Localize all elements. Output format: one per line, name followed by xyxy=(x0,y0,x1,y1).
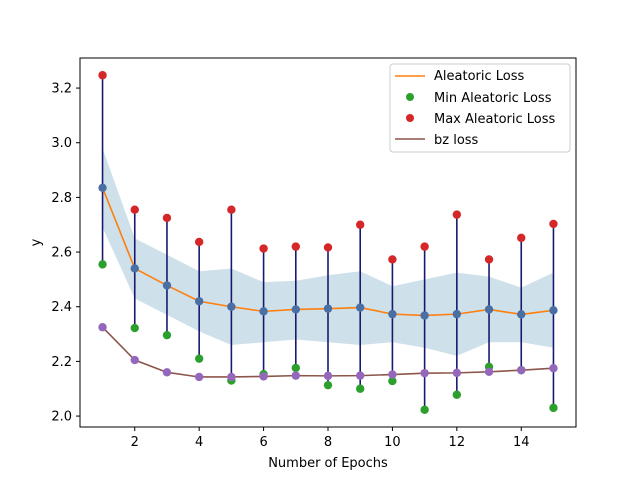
mean-aleatoric-point xyxy=(517,310,526,319)
y-tick-label: 2.0 xyxy=(51,410,72,425)
mean-aleatoric-point xyxy=(484,305,494,314)
legend: Aleatoric Loss Min Aleatoric Loss Max Al… xyxy=(389,63,571,153)
min-aleatoric-point xyxy=(194,354,204,363)
legend-box xyxy=(389,63,571,153)
max-aleatoric-point xyxy=(420,242,429,251)
y-tick-label: 3.2 xyxy=(51,82,72,97)
min-aleatoric-point xyxy=(291,363,300,373)
mean-aleatoric-point xyxy=(323,304,333,313)
x-tick-label: 12 xyxy=(449,435,466,450)
y-tick-label: 3.0 xyxy=(51,136,72,151)
bz-loss-point xyxy=(420,368,429,378)
max-aleatoric-point xyxy=(194,237,204,247)
x-tick-label: 14 xyxy=(513,435,530,450)
bz-loss-point xyxy=(452,368,462,378)
mean-aleatoric-point xyxy=(259,307,268,316)
legend-label-bz: bz loss xyxy=(434,133,479,148)
bz-loss-point xyxy=(162,368,172,377)
bz-loss-point xyxy=(194,372,204,382)
min-aleatoric-point xyxy=(452,390,462,399)
bz-loss-point xyxy=(130,355,139,365)
mean-aleatoric-point xyxy=(388,309,397,319)
legend-marker-max xyxy=(406,114,414,122)
x-tick-label: 6 xyxy=(259,435,267,450)
bz-loss-point xyxy=(517,365,526,375)
max-aleatoric-point xyxy=(130,205,139,214)
min-aleatoric-point xyxy=(162,330,172,340)
x-axis-label: Number of Epochs xyxy=(268,456,388,471)
bz-loss-point xyxy=(388,370,397,379)
y-axis-label: y xyxy=(29,238,44,246)
mean-aleatoric-point xyxy=(194,297,204,306)
mean-aleatoric-point xyxy=(549,306,558,315)
y-tick-label: 2.2 xyxy=(51,355,72,370)
bz-loss-point xyxy=(259,372,268,381)
max-aleatoric-point xyxy=(484,255,494,264)
x-tick-label: 8 xyxy=(324,435,332,450)
max-aleatoric-point xyxy=(323,243,333,252)
legend-label-aleatoric: Aleatoric Loss xyxy=(434,69,524,84)
mean-aleatoric-point xyxy=(291,305,300,314)
mean-aleatoric-point xyxy=(130,264,139,273)
bz-loss-point xyxy=(323,371,333,381)
bz-loss-point xyxy=(549,364,558,373)
mean-aleatoric-point xyxy=(356,303,365,312)
max-aleatoric-point xyxy=(517,233,526,243)
min-aleatoric-point xyxy=(549,403,558,413)
min-aleatoric-point xyxy=(388,376,397,386)
min-aleatoric-point xyxy=(420,405,429,414)
max-aleatoric-point xyxy=(227,205,236,214)
min-aleatoric-point xyxy=(130,323,139,333)
marker-layer xyxy=(98,71,558,414)
min-aleatoric-point xyxy=(356,384,365,393)
y-tick-label: 2.6 xyxy=(51,246,72,261)
mean-aleatoric-point xyxy=(98,183,107,193)
min-aleatoric-point xyxy=(98,260,107,269)
x-tick-label: 10 xyxy=(384,435,401,450)
max-aleatoric-point xyxy=(98,71,107,80)
mean-aleatoric-point xyxy=(420,311,429,320)
error-bar-layer xyxy=(101,75,555,410)
max-aleatoric-point xyxy=(291,242,300,251)
max-aleatoric-point xyxy=(259,244,268,253)
y-tick-label: 2.8 xyxy=(51,191,72,206)
legend-marker-min xyxy=(406,93,414,101)
bz-loss-point xyxy=(356,371,365,380)
x-tick-label: 2 xyxy=(131,435,139,450)
y-axis-ticks: 2.0 2.2 2.4 2.6 2.8 3.0 3.2 xyxy=(51,82,80,425)
x-tick-label: 4 xyxy=(195,435,203,450)
mean-aleatoric-point xyxy=(227,302,236,311)
y-tick-label: 2.4 xyxy=(51,300,72,315)
bz-loss-point xyxy=(98,323,107,332)
max-aleatoric-point xyxy=(452,210,462,219)
max-aleatoric-point xyxy=(549,219,558,229)
mean-aleatoric-point xyxy=(452,309,462,319)
mean-aleatoric-point xyxy=(162,281,172,290)
bz-loss-point xyxy=(227,372,236,382)
max-aleatoric-point xyxy=(162,213,172,223)
bz-loss-point xyxy=(484,367,494,376)
x-axis-ticks: 2 4 6 8 10 12 14 xyxy=(131,427,530,450)
max-aleatoric-point xyxy=(388,255,397,264)
legend-label-max: Max Aleatoric Loss xyxy=(434,112,556,127)
max-aleatoric-point xyxy=(356,220,365,229)
bz-loss-point xyxy=(291,371,300,380)
min-aleatoric-point xyxy=(323,380,333,390)
legend-label-min: Min Aleatoric Loss xyxy=(434,91,552,106)
